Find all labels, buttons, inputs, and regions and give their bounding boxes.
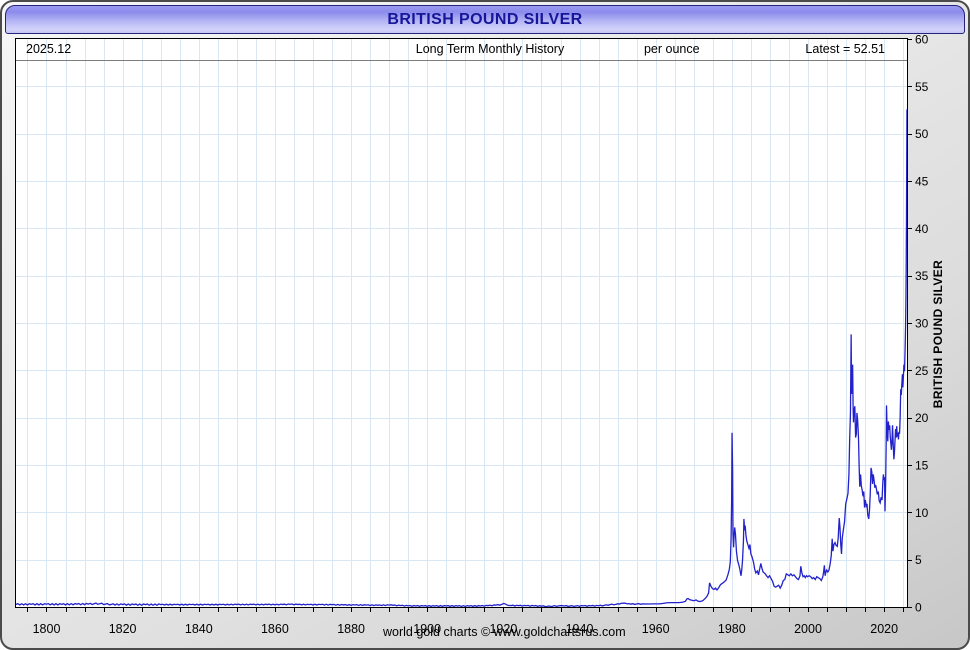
page-title: BRITISH POUND SILVER bbox=[387, 10, 583, 28]
price-line bbox=[16, 109, 907, 607]
x-axis-tick-label: 1800 bbox=[33, 622, 61, 636]
unit-label: per ounce bbox=[643, 42, 700, 56]
x-axis-tick-label: 1980 bbox=[718, 622, 746, 636]
x-axis-tick-label: 1840 bbox=[185, 622, 213, 636]
title-bar: BRITISH POUND SILVER bbox=[5, 5, 965, 34]
y-axis-tick-label: 0 bbox=[915, 601, 922, 615]
x-axis-tick-label: 2000 bbox=[794, 622, 822, 636]
y-axis-tick-label: 40 bbox=[915, 222, 929, 236]
plot-border bbox=[15, 38, 908, 608]
y-axis-tick-label: 45 bbox=[915, 175, 929, 189]
chart-subtitle: Long Term Monthly History bbox=[415, 42, 565, 56]
y-axis-tick-label: 10 bbox=[915, 506, 929, 520]
y-axis-tick-label: 20 bbox=[915, 411, 929, 425]
latest-value-label: Latest = 52.51 bbox=[805, 42, 885, 56]
x-axis-tick-label: 1860 bbox=[261, 622, 289, 636]
x-axis-tick-label: 1920 bbox=[489, 622, 517, 636]
x-axis-tick-label: 1960 bbox=[642, 622, 670, 636]
latest-period-label: 2025.12 bbox=[26, 42, 72, 56]
x-axis-tick-label: 1820 bbox=[109, 622, 137, 636]
y-axis-tick-label: 55 bbox=[915, 80, 929, 94]
y-axis-tick-label: 30 bbox=[915, 317, 929, 331]
chart-info-bar: 2025.12 Long Term Monthly History per ou… bbox=[16, 39, 907, 61]
y-axis-tick-label: 50 bbox=[915, 127, 929, 141]
axis-ticks bbox=[27, 39, 912, 612]
x-axis-tick-label: 2020 bbox=[870, 622, 898, 636]
y-axis-tick-label: 35 bbox=[915, 269, 929, 283]
x-axis-tick-label: 1900 bbox=[413, 622, 441, 636]
y-axis-tick-label: 5 bbox=[915, 553, 922, 567]
footer-credit: world gold charts © www.goldchartsrus.co… bbox=[382, 625, 626, 639]
y-axis-tick-label: 25 bbox=[915, 364, 929, 378]
x-axis-tick-label: 1880 bbox=[337, 622, 365, 636]
y-axis-title: BRITISH POUND SILVER bbox=[931, 259, 945, 409]
x-axis-tick-label: 1940 bbox=[566, 622, 594, 636]
y-axis-tick-label: 15 bbox=[915, 459, 929, 473]
y-axis-tick-label: 60 bbox=[915, 33, 929, 47]
